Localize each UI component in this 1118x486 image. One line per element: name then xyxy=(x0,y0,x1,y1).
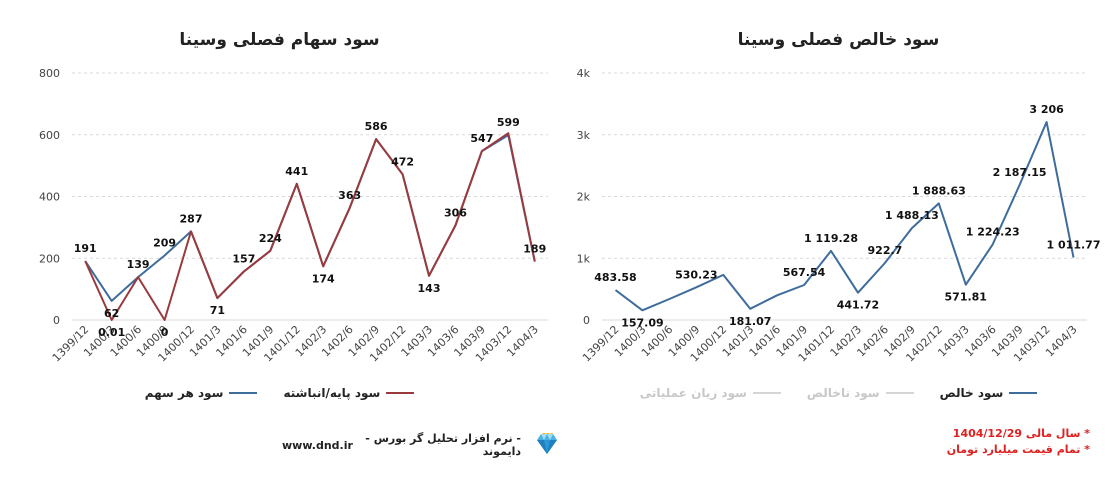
data-label: 209 xyxy=(153,236,176,249)
data-label: 2 187.15 xyxy=(993,166,1047,179)
right-chart-title: سود خالص فصلی وسینا xyxy=(737,30,940,50)
data-label: 922.7 xyxy=(868,244,903,257)
data-label: 483.58 xyxy=(594,271,636,284)
data-label: 547 xyxy=(470,132,493,145)
data-label: 1 224.23 xyxy=(966,225,1020,238)
footnotes: * سال مالی 1404/12/29 * تمام قیمت میلیار… xyxy=(947,426,1090,458)
right-chart-panel: سود خالص فصلی وسینا 0 1k 2k 3k 4k 1399/12 1400… xyxy=(559,0,1118,486)
legend-swatch-grey xyxy=(752,392,781,394)
data-label: 181.07 xyxy=(729,315,771,328)
y-tick-label: 4k xyxy=(577,67,591,80)
data-label: 224 xyxy=(259,232,282,245)
data-label: 62 xyxy=(104,307,119,320)
legend-label: سود هر سهم xyxy=(144,386,224,400)
left-chart-legend: سود پایه/انباشته سود هر سهم xyxy=(0,386,559,400)
data-label: 189 xyxy=(523,243,546,256)
data-label: 174 xyxy=(312,272,335,285)
legend-item-operating-profit[interactable]: سود زیان عملیاتی xyxy=(640,386,781,400)
data-label: 1 011.77 xyxy=(1047,239,1101,252)
data-label: 363 xyxy=(338,189,361,202)
left-chart-title: سود سهام فصلی وسینا xyxy=(179,30,380,50)
brand-text: - نرم افزار تحلیل گر بورس - دایموند xyxy=(365,432,521,458)
data-label: 3 206 xyxy=(1029,103,1064,116)
x-tick-label: 1399/12 xyxy=(50,323,92,365)
data-label: 139 xyxy=(127,258,150,271)
series-line xyxy=(84,132,536,321)
data-label: 1 119.28 xyxy=(804,232,858,245)
data-label: 157.09 xyxy=(621,316,663,329)
data-label: 0.01 xyxy=(98,326,125,339)
y-tick-label: 1k xyxy=(577,252,591,265)
data-label: 157 xyxy=(232,253,255,266)
data-label: 143 xyxy=(418,282,441,295)
x-tick-label: 1399/12 xyxy=(580,323,622,365)
data-label: 530.23 xyxy=(675,268,717,281)
data-label: 586 xyxy=(365,120,388,133)
y-tick-label: 3k xyxy=(577,129,591,142)
y-tick-label: 0 xyxy=(583,314,590,327)
diamond-icon xyxy=(535,431,559,458)
legend-item-net-profit[interactable]: سود خالص xyxy=(940,386,1038,400)
data-label: 472 xyxy=(391,155,414,168)
footer-brand: www.dnd.ir - نرم افزار تحلیل گر بورس - د… xyxy=(282,431,559,458)
legend-item-base-profit[interactable]: سود پایه/انباشته xyxy=(283,386,415,400)
left-line-chart: 02004006008001399/121400/31400/61400/914… xyxy=(39,67,548,365)
legend-label: سود خالص xyxy=(939,386,1004,400)
brand-url[interactable]: www.dnd.ir xyxy=(282,438,353,452)
legend-swatch-red xyxy=(386,392,415,394)
currency-note: * تمام قیمت میلیارد تومان xyxy=(946,443,1090,456)
y-tick-label: 600 xyxy=(39,129,60,142)
legend-swatch-blue xyxy=(229,392,258,394)
y-tick-label: 800 xyxy=(39,67,60,80)
legend-label: سود ناخالص xyxy=(806,386,880,400)
legend-label: سود زیان عملیاتی xyxy=(639,386,747,400)
legend-item-eps[interactable]: سود هر سهم xyxy=(145,386,258,400)
fiscal-year-note: * سال مالی 1404/12/29 xyxy=(952,427,1090,440)
right-line-chart: 01k2k3k4k1399/121400/31400/61400/91400/1… xyxy=(577,67,1101,365)
data-label: 567.54 xyxy=(783,266,826,279)
legend-swatch-blue xyxy=(1009,392,1038,394)
y-tick-label: 2k xyxy=(577,191,591,204)
y-tick-label: 200 xyxy=(39,252,60,265)
y-tick-label: 0 xyxy=(53,314,60,327)
data-label: 1 888.63 xyxy=(912,184,966,197)
legend-label: سود پایه/انباشته xyxy=(283,386,381,400)
data-label: 441.72 xyxy=(837,299,879,312)
y-tick-label: 400 xyxy=(39,191,60,204)
data-label: 287 xyxy=(180,212,203,225)
data-label: 1 488.13 xyxy=(885,209,939,222)
data-label: 191 xyxy=(74,242,97,255)
data-label: 441 xyxy=(285,165,308,178)
left-chart-panel: سود سهام فصلی وسینا 0 200 400 600 800 1399/12… xyxy=(0,30,559,458)
legend-item-gross-profit[interactable]: سود ناخالص xyxy=(807,386,914,400)
series-line xyxy=(614,121,1075,312)
data-label: 599 xyxy=(497,116,520,129)
legend-swatch-grey xyxy=(885,392,914,394)
data-label: 571.81 xyxy=(945,291,987,304)
right-chart-legend: سود خالص سود ناخالص سود زیان عملیاتی xyxy=(559,386,1118,400)
data-label: 0 xyxy=(161,326,169,339)
series-line xyxy=(84,134,536,302)
data-label: 71 xyxy=(210,304,225,317)
data-label: 306 xyxy=(444,207,467,220)
